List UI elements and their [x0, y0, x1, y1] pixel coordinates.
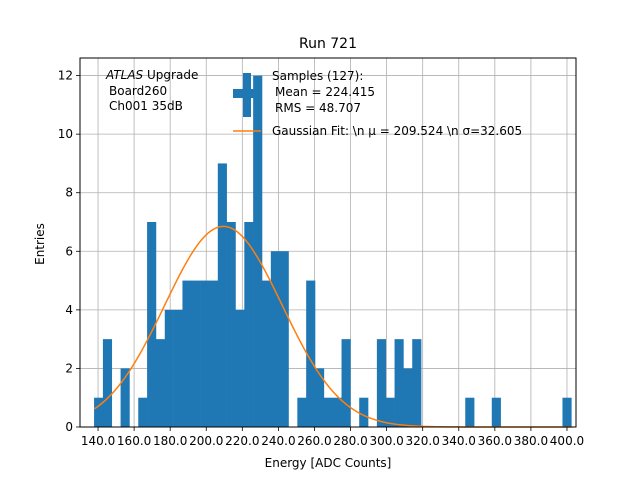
- x-tick-label: 360.0: [478, 434, 512, 448]
- histogram-bar: [173, 309, 183, 427]
- histogram-bar: [155, 339, 166, 427]
- histogram-bar: [306, 280, 316, 427]
- x-tick-label: 160.0: [117, 434, 151, 448]
- y-tick-label: 2: [65, 361, 73, 375]
- histogram-bar: [270, 251, 280, 427]
- histogram-bar: [147, 222, 157, 427]
- annotation-board: Board260: [109, 84, 167, 98]
- histogram-bar: [562, 397, 572, 427]
- legend-histogram-marker: [233, 73, 261, 117]
- y-axis-ticks: 0 2 4 6 8 10 12: [58, 69, 80, 434]
- y-tick-label: 10: [58, 127, 73, 141]
- histogram-bars: [94, 75, 572, 428]
- histogram-bar: [332, 397, 342, 427]
- chart-title: Run 721: [299, 36, 357, 52]
- x-tick-label: 380.0: [514, 434, 548, 448]
- histogram-bar: [341, 339, 351, 427]
- x-tick-label: 340.0: [442, 434, 476, 448]
- annotation-upgrade: Upgrade: [147, 68, 198, 82]
- grid-lines: [80, 58, 576, 428]
- y-tick-label: 12: [58, 69, 73, 83]
- histogram-bar: [102, 339, 113, 427]
- histogram-bar: [323, 397, 333, 427]
- histogram-bar: [200, 280, 210, 427]
- y-tick-label: 6: [65, 244, 73, 258]
- annotation-channel: Ch001 35dB: [109, 99, 183, 113]
- x-tick-label: 180.0: [153, 434, 187, 448]
- atlas-annotation: ATLAS Upgrade Board260 Ch001 35dB: [105, 68, 198, 113]
- histogram-bar: [226, 222, 236, 427]
- histogram-bar: [315, 368, 325, 427]
- x-tick-label: 400.0: [550, 434, 584, 448]
- x-axis-label: Energy [ADC Counts]: [265, 456, 392, 470]
- histogram-bar: [182, 280, 192, 427]
- histogram-bar: [244, 222, 254, 427]
- y-tick-label: 4: [65, 303, 73, 317]
- histogram-bar: [412, 339, 422, 427]
- legend: Samples (127): Mean = 224.415 RMS = 48.7…: [233, 69, 522, 138]
- svg-text:ATLAS Upgrade: ATLAS Upgrade: [105, 68, 198, 82]
- histogram-bar: [164, 309, 174, 427]
- atlas-label: ATLAS: [105, 68, 144, 82]
- histogram-bar: [403, 368, 413, 427]
- histogram-bar: [253, 75, 263, 428]
- histogram-bar: [235, 309, 245, 427]
- legend-samples-label: Samples (127):: [272, 69, 363, 83]
- x-tick-label: 260.0: [297, 434, 331, 448]
- histogram-bar: [279, 251, 289, 427]
- x-tick-label: 220.0: [225, 434, 259, 448]
- histogram-bar: [191, 280, 201, 427]
- legend-mean-label: Mean = 224.415: [275, 85, 375, 99]
- x-axis-ticks: 140.0 160.0 180.0 200.0 220.0 240.0 260.0 280.0…: [81, 427, 584, 448]
- histogram-bar: [359, 397, 369, 427]
- legend-rms-label: RMS = 48.707: [275, 101, 361, 115]
- y-axis-label: Entries: [33, 223, 47, 265]
- histogram-bar: [261, 280, 272, 427]
- y-tick-label: 0: [65, 420, 73, 434]
- histogram-bar: [491, 397, 501, 427]
- x-tick-label: 240.0: [261, 434, 295, 448]
- histogram-bar: [385, 397, 395, 427]
- plot-frame: [79, 57, 577, 428]
- y-tick-label: 8: [65, 186, 73, 200]
- histogram-bar: [297, 397, 307, 427]
- legend-fit-label: Gaussian Fit: \n μ = 209.524 \n σ=32.605: [272, 124, 522, 138]
- x-tick-label: 300.0: [369, 434, 403, 448]
- histogram-bar: [138, 397, 148, 427]
- histogram-bar: [376, 339, 387, 427]
- histogram-bar: [465, 397, 475, 427]
- histogram-bar: [208, 280, 219, 427]
- x-tick-label: 200.0: [189, 434, 223, 448]
- histogram-bar: [394, 339, 404, 427]
- x-tick-label: 280.0: [333, 434, 367, 448]
- histogram-bar: [217, 163, 227, 427]
- x-tick-label: 320.0: [406, 434, 440, 448]
- x-tick-label: 140.0: [81, 434, 115, 448]
- histogram-bar: [120, 368, 130, 427]
- histogram-bar: [94, 397, 104, 427]
